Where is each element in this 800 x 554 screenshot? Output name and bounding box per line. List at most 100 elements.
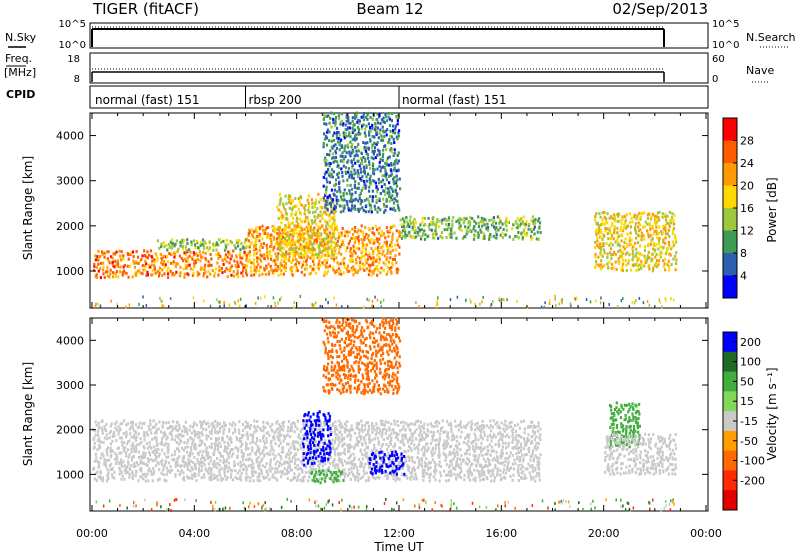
heatmap-cell [331, 152, 335, 156]
heatmap-cell [242, 266, 245, 270]
heatmap-cell [467, 471, 470, 475]
heatmap-cell [314, 252, 318, 256]
heatmap-cell [278, 229, 281, 233]
heatmap-cell [226, 441, 229, 445]
heatmap-cell [97, 269, 100, 273]
heatmap-cell [388, 123, 392, 127]
heatmap-cell [458, 471, 462, 475]
heatmap-cell [222, 458, 225, 462]
heatmap-cell [643, 237, 646, 241]
heatmap-cell [187, 263, 190, 267]
heatmap-cell [118, 466, 121, 470]
heatmap-cell [669, 247, 673, 251]
heatmap-cell [218, 470, 221, 474]
heatmap-cell [130, 425, 133, 429]
heatmap-cell [287, 448, 291, 452]
heatmap-cell [400, 236, 404, 240]
heatmap-cell [334, 118, 337, 122]
heatmap-cell [671, 212, 674, 216]
heatmap-cell [395, 475, 399, 479]
heatmap-cell [216, 457, 219, 461]
heatmap-cell [263, 453, 266, 457]
heatmap-cell [286, 234, 289, 238]
heatmap-cell [354, 207, 357, 211]
heatmap-cell [130, 251, 133, 255]
heatmap-cell [351, 116, 354, 120]
heatmap-cell [665, 221, 669, 225]
heatmap-cell [317, 237, 321, 241]
heatmap-cell [296, 463, 299, 467]
heatmap-cell [342, 191, 345, 195]
heatmap-cell [314, 210, 317, 214]
heatmap-cell [366, 459, 370, 463]
heatmap-cell [300, 255, 303, 259]
scatter-cell [554, 297, 556, 301]
heatmap-cell [604, 226, 607, 230]
heatmap-cell [392, 168, 396, 172]
heatmap-cell [131, 455, 134, 459]
heatmap-cell [117, 461, 120, 465]
heatmap-cell [341, 469, 344, 473]
heatmap-cell [368, 438, 371, 442]
heatmap-cell [277, 216, 280, 220]
heatmap-cell [164, 421, 167, 425]
heatmap-cell [230, 440, 233, 444]
heatmap-cell [94, 258, 97, 262]
heatmap-cell [640, 259, 643, 263]
heatmap-cell [245, 443, 248, 447]
heatmap-cell [181, 241, 184, 245]
heatmap-cell [298, 226, 301, 230]
scatter-cell [327, 500, 329, 504]
heatmap-cell [388, 426, 391, 430]
heatmap-cell [171, 428, 174, 432]
heatmap-cell [429, 422, 432, 426]
heatmap-cell [259, 265, 262, 269]
heatmap-cell [433, 236, 436, 240]
heatmap-cell [258, 472, 261, 476]
heatmap-cell [361, 162, 364, 166]
heatmap-cell [630, 243, 633, 247]
heatmap-cell [373, 241, 376, 245]
heatmap-cell [348, 269, 351, 273]
scatter-cell [627, 501, 630, 505]
heatmap-cell [106, 446, 110, 450]
heatmap-cell [501, 236, 505, 240]
heatmap-cell [215, 253, 218, 257]
scatter-cell [391, 507, 393, 511]
scatter-cell [453, 502, 455, 506]
heatmap-cell [656, 236, 659, 240]
heatmap-cell [439, 471, 442, 475]
heatmap-cell [386, 158, 389, 162]
heatmap-cell [386, 436, 389, 440]
heatmap-cell [414, 422, 417, 426]
heatmap-cell [232, 452, 235, 456]
heatmap-cell [341, 258, 344, 262]
heatmap-cell [303, 442, 306, 446]
heatmap-cell [251, 438, 254, 442]
heatmap-cell [188, 428, 191, 432]
heatmap-cell [338, 234, 341, 238]
heatmap-cell [217, 436, 220, 440]
heatmap-cell [308, 475, 311, 479]
heatmap-cell [256, 447, 260, 451]
heatmap-cell [125, 423, 128, 427]
heatmap-cell [350, 424, 353, 428]
heatmap-cell [311, 221, 314, 225]
heatmap-cell [389, 459, 392, 463]
heatmap-cell [385, 443, 388, 447]
heatmap-cell [445, 456, 448, 460]
heatmap-cell [215, 248, 218, 252]
heatmap-cell [289, 468, 292, 472]
heatmap-cell [162, 254, 165, 258]
heatmap-cell [223, 464, 226, 468]
heatmap-cell [357, 269, 360, 273]
heatmap-cell [331, 423, 335, 427]
heatmap-cell [437, 446, 441, 450]
heatmap-cell [340, 439, 343, 443]
heatmap-cell [348, 472, 351, 476]
heatmap-cell [336, 244, 339, 248]
heatmap-cell [240, 271, 243, 275]
heatmap-cell [140, 440, 143, 444]
heatmap-cell [339, 195, 343, 199]
heatmap-cell [628, 253, 631, 257]
